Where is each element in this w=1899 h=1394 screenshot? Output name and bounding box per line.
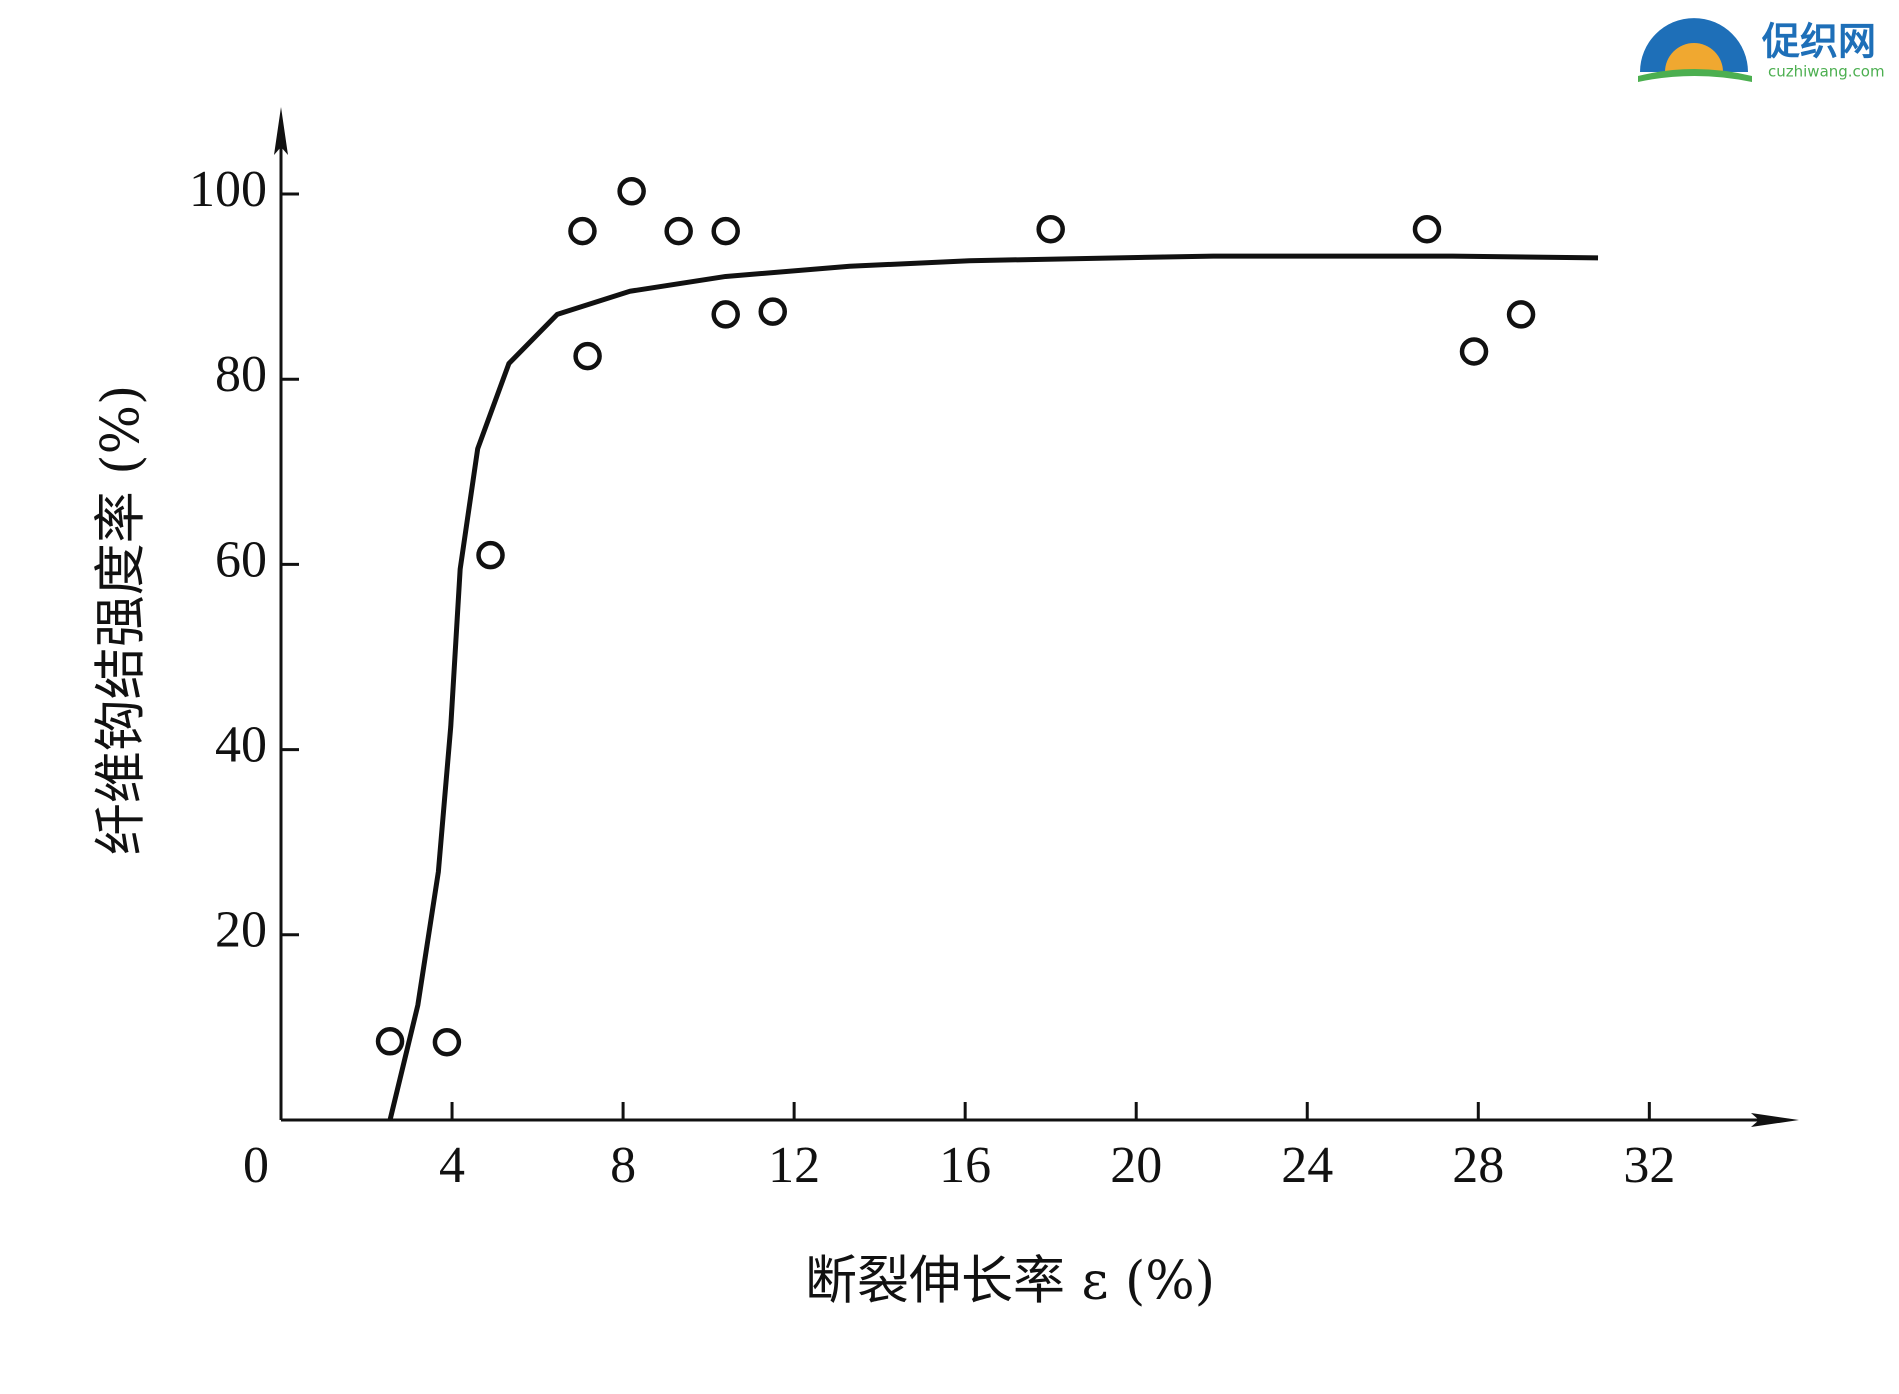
x-tick-label: 16 xyxy=(939,1137,991,1194)
x-tick-label: 24 xyxy=(1281,1137,1333,1194)
x-tick-label: 28 xyxy=(1452,1137,1504,1194)
logo-url: cuzhiwang.com xyxy=(1768,63,1885,81)
data-point xyxy=(617,177,646,206)
data-point xyxy=(375,1027,405,1056)
data-point xyxy=(1506,300,1536,329)
data-point xyxy=(711,216,740,246)
y-tick-label: 100 xyxy=(189,161,267,218)
y-tick-label: 20 xyxy=(215,902,267,959)
x-arrow xyxy=(1751,1113,1799,1127)
data-point xyxy=(432,1027,462,1057)
logo-book xyxy=(1638,69,1752,82)
data-point xyxy=(476,540,505,570)
data-point xyxy=(664,216,693,246)
y-tick-label: 80 xyxy=(215,346,267,403)
x-tick-label: 8 xyxy=(610,1137,636,1194)
data-point xyxy=(568,216,597,246)
data-point xyxy=(758,297,787,326)
data-point xyxy=(1036,214,1065,244)
data-point xyxy=(573,341,602,371)
fit-curve xyxy=(387,253,1599,1121)
data-point xyxy=(711,300,740,329)
logo: 促织网 cuzhiwang.com xyxy=(1638,18,1885,82)
y-arrow xyxy=(274,107,288,155)
y-axis-label: 纤维钩结强度率 (%) xyxy=(92,385,152,856)
x-tick-label: 4 xyxy=(439,1137,465,1194)
logo-text: 促织网 xyxy=(1761,20,1876,64)
data-point xyxy=(1412,214,1442,244)
x-axis-label: 断裂伸长率 ε (%) xyxy=(805,1252,1215,1312)
y-tick-label: 60 xyxy=(215,531,267,588)
data-point xyxy=(1459,337,1489,366)
logo-sun xyxy=(1665,43,1723,72)
x-tick-label: 0 xyxy=(243,1137,269,1194)
y-tick-label: 40 xyxy=(215,717,267,774)
x-tick-label: 32 xyxy=(1623,1137,1675,1194)
x-tick-label: 12 xyxy=(768,1137,820,1194)
x-tick-label: 20 xyxy=(1110,1137,1162,1194)
